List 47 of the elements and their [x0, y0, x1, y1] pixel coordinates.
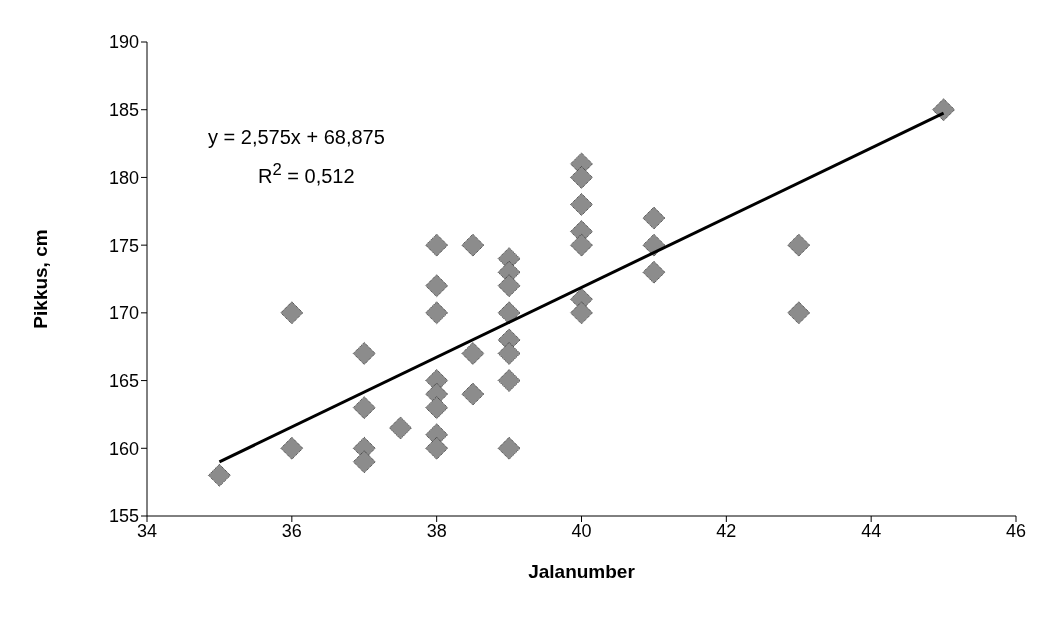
y-tick-label: 185 — [108, 100, 139, 121]
point — [497, 274, 521, 298]
point — [497, 436, 521, 460]
point — [787, 301, 811, 325]
y-axis-title: Pikkus, cm — [29, 229, 51, 329]
point — [642, 260, 666, 284]
x-tick-label: 40 — [571, 520, 592, 541]
x-tick-label: 46 — [1005, 520, 1027, 541]
point — [932, 98, 956, 122]
y-tick-label: 160 — [108, 438, 139, 459]
x-axis-title: Jalanumber — [528, 561, 636, 582]
y-tick-label: 180 — [108, 167, 139, 188]
point — [787, 233, 811, 257]
annotation: R$^{2}$ = 0,512 — [258, 160, 355, 188]
point — [425, 396, 449, 420]
x-tick-label: 36 — [281, 520, 302, 541]
point — [388, 416, 412, 440]
point — [497, 341, 521, 365]
point — [425, 301, 449, 325]
point — [425, 233, 449, 257]
x-tick-label: 42 — [716, 520, 737, 541]
point — [570, 165, 593, 189]
y-tick-label: 155 — [108, 506, 139, 527]
x-tick-label: 38 — [426, 520, 447, 541]
point — [570, 193, 593, 217]
point — [461, 382, 485, 406]
point — [425, 436, 449, 460]
annotation: y = 2,575x + 68,875 — [208, 126, 385, 149]
x-tick-label: 44 — [861, 520, 882, 541]
point — [280, 301, 304, 325]
point — [497, 301, 521, 325]
point — [207, 463, 231, 487]
point — [425, 274, 449, 298]
y-tick-label: 170 — [108, 303, 139, 324]
point — [352, 341, 376, 365]
point — [461, 233, 485, 257]
point — [497, 369, 521, 393]
point — [280, 436, 304, 460]
point — [461, 341, 485, 365]
point — [352, 396, 376, 420]
y-tick-label: 175 — [108, 235, 139, 256]
point — [352, 450, 376, 474]
y-tick-label: 190 — [108, 32, 139, 53]
y-tick-label: 165 — [108, 370, 139, 391]
point — [642, 206, 666, 230]
point — [570, 233, 593, 257]
point — [570, 301, 593, 325]
